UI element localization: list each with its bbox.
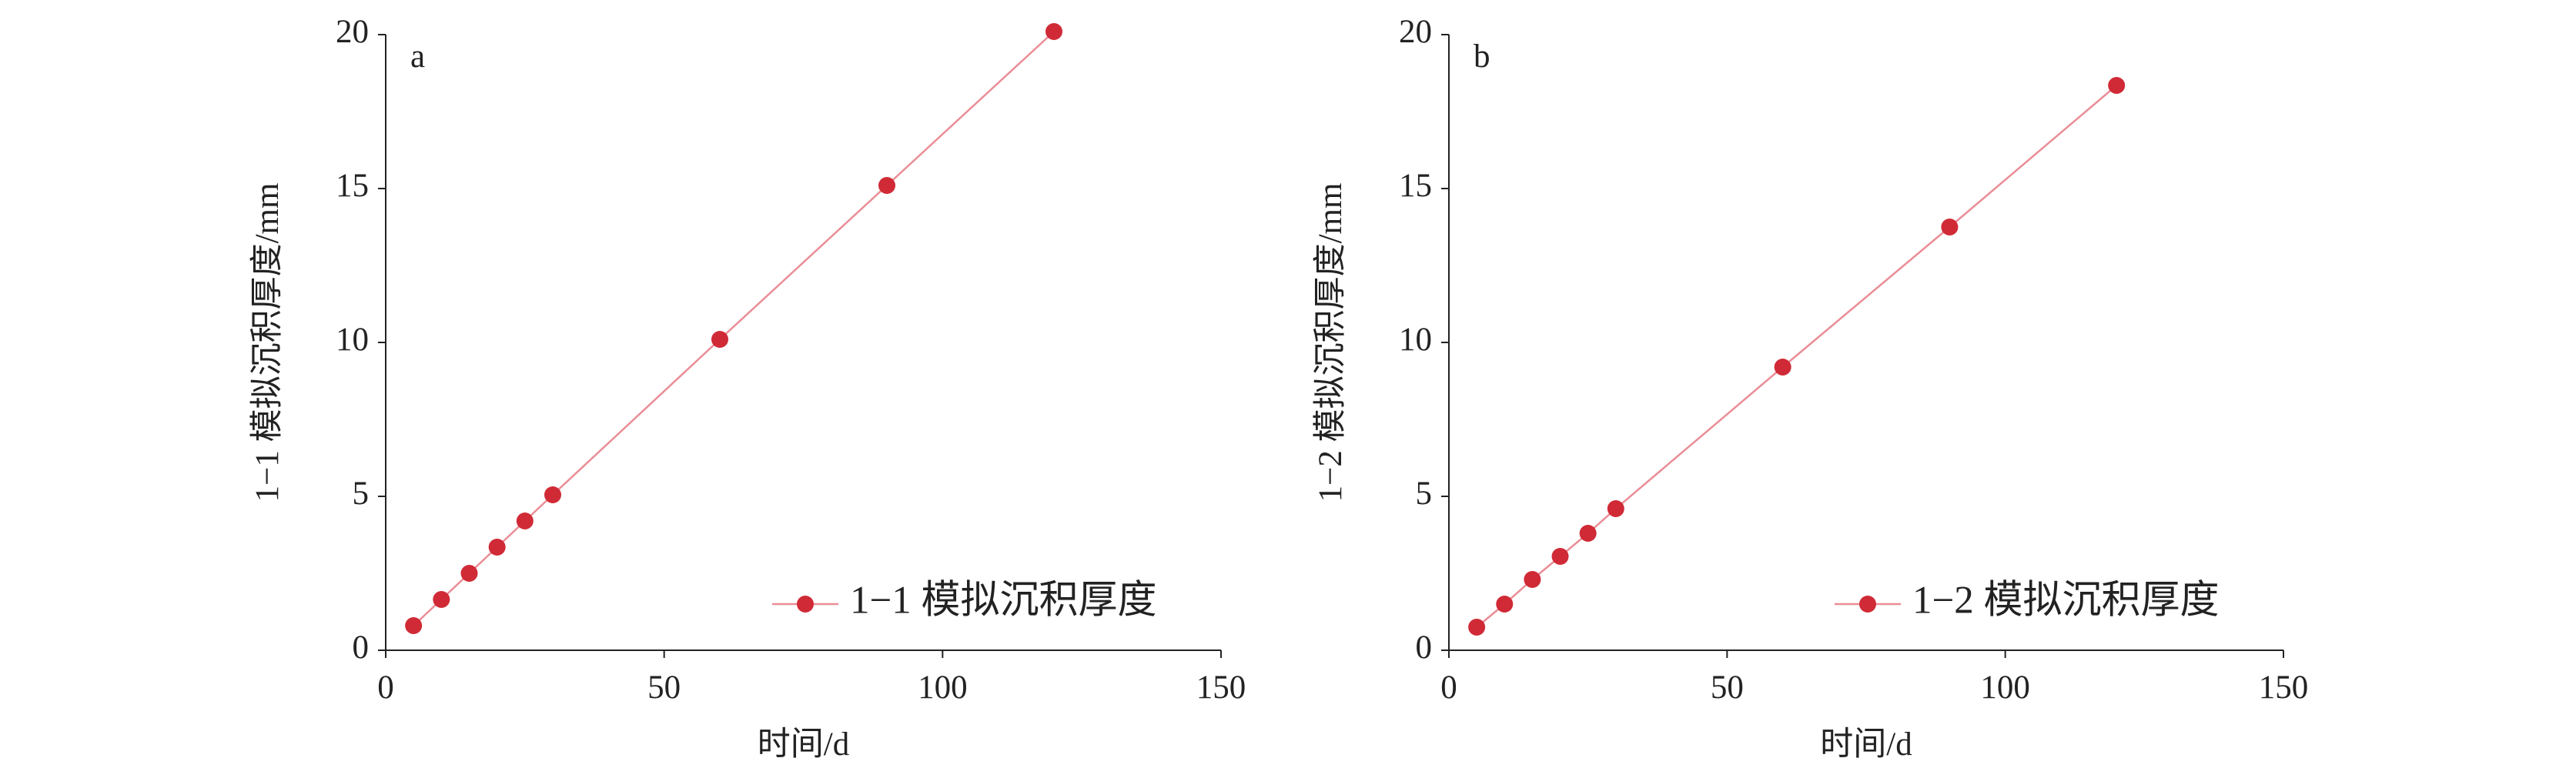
y-tick-label: 0 bbox=[1416, 629, 1433, 666]
x-tick-label: 100 bbox=[918, 669, 968, 706]
x-tick-label: 150 bbox=[1196, 669, 1246, 706]
y-tick-label: 5 bbox=[1416, 476, 1433, 512]
data-point bbox=[1551, 548, 1569, 565]
data-point bbox=[711, 331, 728, 348]
legend-label: 1−1 模拟沉积厚度 bbox=[850, 579, 1157, 623]
data-point bbox=[433, 591, 450, 608]
x-tick-label: 50 bbox=[1711, 669, 1744, 706]
legend-label: 1−2 模拟沉积厚度 bbox=[1912, 579, 2220, 623]
panel-label: b bbox=[1474, 38, 1490, 75]
series-line bbox=[1476, 85, 2118, 628]
x-tick-label: 150 bbox=[2259, 669, 2309, 706]
x-axis-label: 时间/d bbox=[1820, 726, 1912, 763]
data-point bbox=[488, 539, 506, 556]
x-tick-label: 0 bbox=[377, 669, 394, 706]
y-tick-label: 20 bbox=[336, 14, 369, 50]
data-point bbox=[1496, 596, 1514, 613]
data-point bbox=[2108, 77, 2126, 94]
y-axis-label: 1−1 模拟沉积厚度/mm bbox=[249, 183, 286, 503]
legend-marker bbox=[797, 596, 814, 613]
legend-marker bbox=[1859, 596, 1876, 613]
data-point bbox=[516, 513, 534, 529]
data-point bbox=[460, 565, 478, 582]
data-point bbox=[878, 177, 895, 194]
data-point bbox=[1524, 571, 1541, 588]
y-tick-label: 10 bbox=[336, 322, 369, 358]
panel-label: a bbox=[410, 38, 425, 75]
y-tick-label: 15 bbox=[1399, 168, 1432, 204]
x-tick-label: 50 bbox=[647, 669, 681, 706]
data-point bbox=[1941, 219, 1959, 235]
x-tick-label: 0 bbox=[1440, 669, 1457, 706]
x-tick-label: 100 bbox=[1980, 669, 2030, 706]
y-tick-label: 0 bbox=[353, 629, 370, 666]
data-point bbox=[405, 617, 423, 634]
y-tick-label: 5 bbox=[353, 476, 370, 512]
y-axis-label: 1−2 模拟沉积厚度/mm bbox=[1313, 183, 1349, 503]
x-axis-label: 时间/d bbox=[758, 726, 849, 763]
data-point bbox=[1607, 500, 1624, 517]
data-point bbox=[1579, 525, 1597, 542]
data-point bbox=[1045, 23, 1062, 40]
series-line bbox=[413, 31, 1055, 626]
y-tick-label: 10 bbox=[1399, 322, 1432, 358]
y-tick-label: 15 bbox=[336, 168, 369, 204]
y-tick-label: 20 bbox=[1399, 14, 1432, 50]
data-point bbox=[544, 486, 561, 503]
data-point bbox=[1774, 359, 1791, 376]
data-point bbox=[1468, 619, 1486, 636]
